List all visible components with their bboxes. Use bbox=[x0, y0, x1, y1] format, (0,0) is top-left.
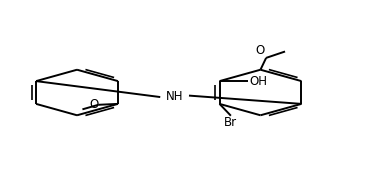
Text: OH: OH bbox=[249, 75, 267, 88]
Text: O: O bbox=[90, 98, 99, 111]
Text: Br: Br bbox=[224, 116, 237, 129]
Text: NH: NH bbox=[166, 90, 183, 103]
Text: O: O bbox=[255, 44, 264, 57]
